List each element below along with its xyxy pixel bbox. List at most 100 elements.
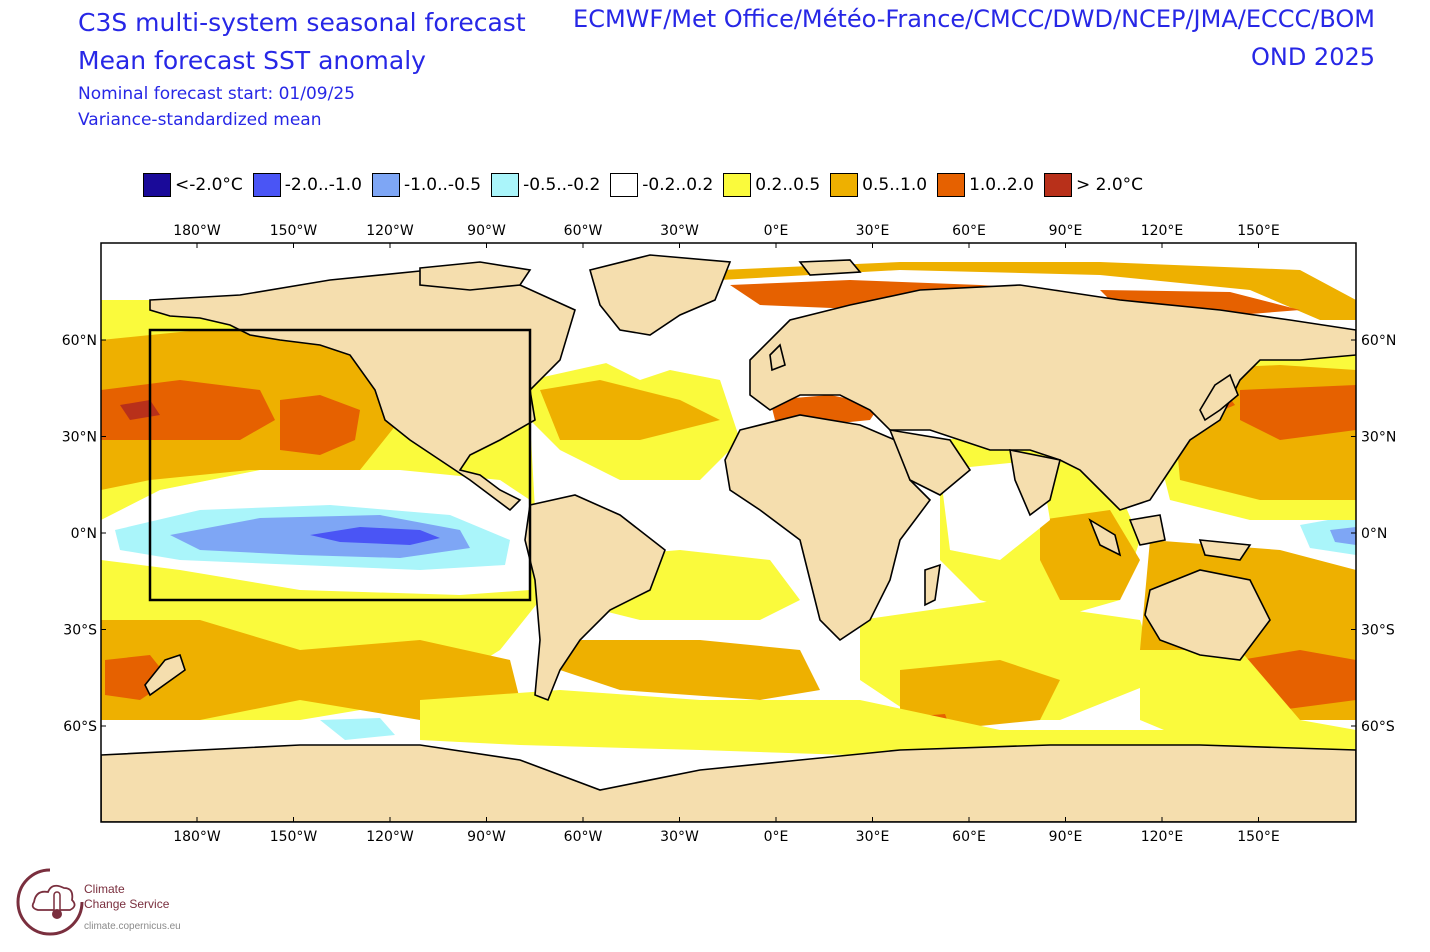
landmass-greenland	[589, 254, 732, 336]
longitude-label: 90°E	[1049, 223, 1083, 239]
legend-item: -2.0..-1.0	[252, 173, 362, 197]
map-title: C3S multi-system seasonal forecast	[78, 8, 526, 37]
latitude-label: 30°S	[63, 623, 97, 639]
longitude-label: 150°W	[270, 223, 318, 239]
longitude-label: 30°W	[660, 829, 699, 845]
anomaly-region	[280, 395, 360, 455]
latitude-label: 30°N	[1361, 430, 1396, 446]
logo-text-line2: Change Service	[84, 897, 170, 911]
longitude-label: 150°E	[1237, 829, 1280, 845]
map-subtitle: Mean forecast SST anomaly	[78, 46, 426, 75]
copernicus-logo	[16, 868, 84, 936]
legend-label: 0.5..1.0	[862, 175, 928, 195]
anomaly-region	[1300, 515, 1356, 555]
longitude-label: 120°E	[1141, 829, 1184, 845]
legend-label: -0.5..-0.2	[523, 175, 601, 195]
longitude-label: 180°W	[173, 829, 221, 845]
legend-label: -1.0..-0.5	[403, 175, 482, 195]
legend-swatch	[252, 173, 281, 197]
longitude-label: 30°W	[660, 223, 699, 239]
legend-item: -0.2..0.2	[610, 173, 713, 197]
legend-swatch	[371, 173, 400, 197]
latitude-label: 60°S	[63, 719, 97, 735]
method-label: Variance-standardized mean	[78, 110, 322, 130]
legend-swatch	[723, 173, 752, 197]
forecast-sources: ECMWF/Met Office/Météo-France/CMCC/DWD/N…	[573, 5, 1375, 33]
latitude-label: 30°N	[62, 430, 97, 446]
latitude-label: 60°S	[1361, 719, 1395, 735]
longitude-label: 60°W	[564, 223, 603, 239]
landmass-australia	[1144, 569, 1271, 661]
longitude-label: 150°E	[1237, 223, 1280, 239]
legend-swatch	[143, 173, 171, 197]
landmass-borneo	[1128, 514, 1166, 546]
logo-ring	[16, 868, 84, 936]
legend-label: 1.0..2.0	[969, 175, 1034, 195]
anomaly-region	[1040, 510, 1140, 600]
longitude-label: 150°W	[270, 829, 318, 845]
logo-url: climate.copernicus.eu	[84, 921, 181, 932]
longitude-label: 60°E	[952, 223, 986, 239]
legend-swatch	[830, 173, 859, 197]
legend-label: <-2.0°C	[175, 175, 243, 195]
forecast-period: OND 2025	[1250, 43, 1375, 71]
landmass-new-guinea	[1198, 539, 1252, 561]
longitude-label: 0°E	[764, 829, 789, 845]
landmass-india	[1009, 448, 1061, 517]
latitude-label: 60°N	[1361, 333, 1396, 349]
anomaly-region	[420, 690, 1356, 760]
cloud-icon	[31, 884, 76, 911]
legend-item: 0.2..0.5	[723, 173, 820, 197]
longitude-label: 120°E	[1141, 223, 1184, 239]
longitude-ticks-bottom: 180°W 150°W 120°W 90°W 60°W 30°W 0°E 30°E 60°E 90…	[173, 817, 1280, 845]
longitude-label: 180°W	[173, 223, 221, 239]
legend-label: > 2.0°C	[1075, 175, 1144, 195]
region-box	[148, 328, 532, 602]
landmass-antarctica	[101, 744, 1356, 822]
legend-swatch	[1043, 173, 1072, 197]
latitude-label: 0°N	[71, 526, 97, 542]
latitude-label: 60°N	[62, 333, 97, 349]
anomaly-region	[540, 380, 720, 440]
landmass-madagascar	[924, 563, 941, 607]
logo-text-line1: Climate	[84, 882, 125, 896]
anomaly-region	[1330, 527, 1356, 545]
legend-swatch	[491, 173, 520, 197]
legend-swatch	[937, 173, 966, 197]
latitude-label: 0°N	[1361, 526, 1387, 542]
longitude-label: 60°W	[564, 829, 603, 845]
latitude-ticks-left: 60°N 30°N 0°N 30°S 60°S	[62, 333, 106, 735]
legend-swatch	[610, 173, 639, 197]
latitude-label: 30°S	[1361, 623, 1395, 639]
longitude-ticks-top: 180°W 150°W 120°W 90°W 60°W 30°W 0°E 30°E 60°E 90…	[173, 223, 1280, 248]
latitude-ticks-right: 60°N 30°N 0°N 30°S 60°S	[1351, 333, 1396, 735]
longitude-label: 90°W	[467, 829, 506, 845]
longitude-label: 90°W	[467, 223, 506, 239]
landmass-south-america	[524, 494, 666, 702]
landmass-arabia	[888, 428, 972, 496]
landmass-africa	[724, 414, 932, 642]
anomaly-region	[320, 718, 395, 740]
longitude-label: 30°E	[856, 829, 890, 845]
legend-item: 0.5..1.0	[830, 173, 927, 197]
legend-item: <-2.0°C	[143, 173, 243, 197]
legend-item: > 2.0°C	[1043, 173, 1144, 197]
anomaly-region	[1240, 385, 1356, 440]
longitude-label: 90°E	[1049, 829, 1083, 845]
anomaly-region	[720, 262, 1356, 320]
longitude-label: 30°E	[856, 223, 890, 239]
landmass-uk	[769, 343, 786, 372]
longitude-label: 0°E	[764, 223, 789, 239]
legend-item: -1.0..-0.5	[371, 173, 482, 197]
longitude-label: 120°W	[366, 223, 414, 239]
landmass-sumatra	[1088, 518, 1122, 557]
landmass-japan	[1199, 373, 1239, 422]
anomaly-region	[1140, 650, 1356, 745]
legend-label: -2.0..-1.0	[284, 175, 362, 195]
anomaly-region	[560, 640, 820, 700]
landmass-svalbard	[798, 259, 862, 276]
land-layer	[101, 254, 1356, 822]
anomaly-region	[900, 660, 1060, 730]
color-legend: <-2.0°C -2.0..-1.0 -1.0..-0.5 -0.5..-0.2 -0.…	[143, 172, 1153, 198]
